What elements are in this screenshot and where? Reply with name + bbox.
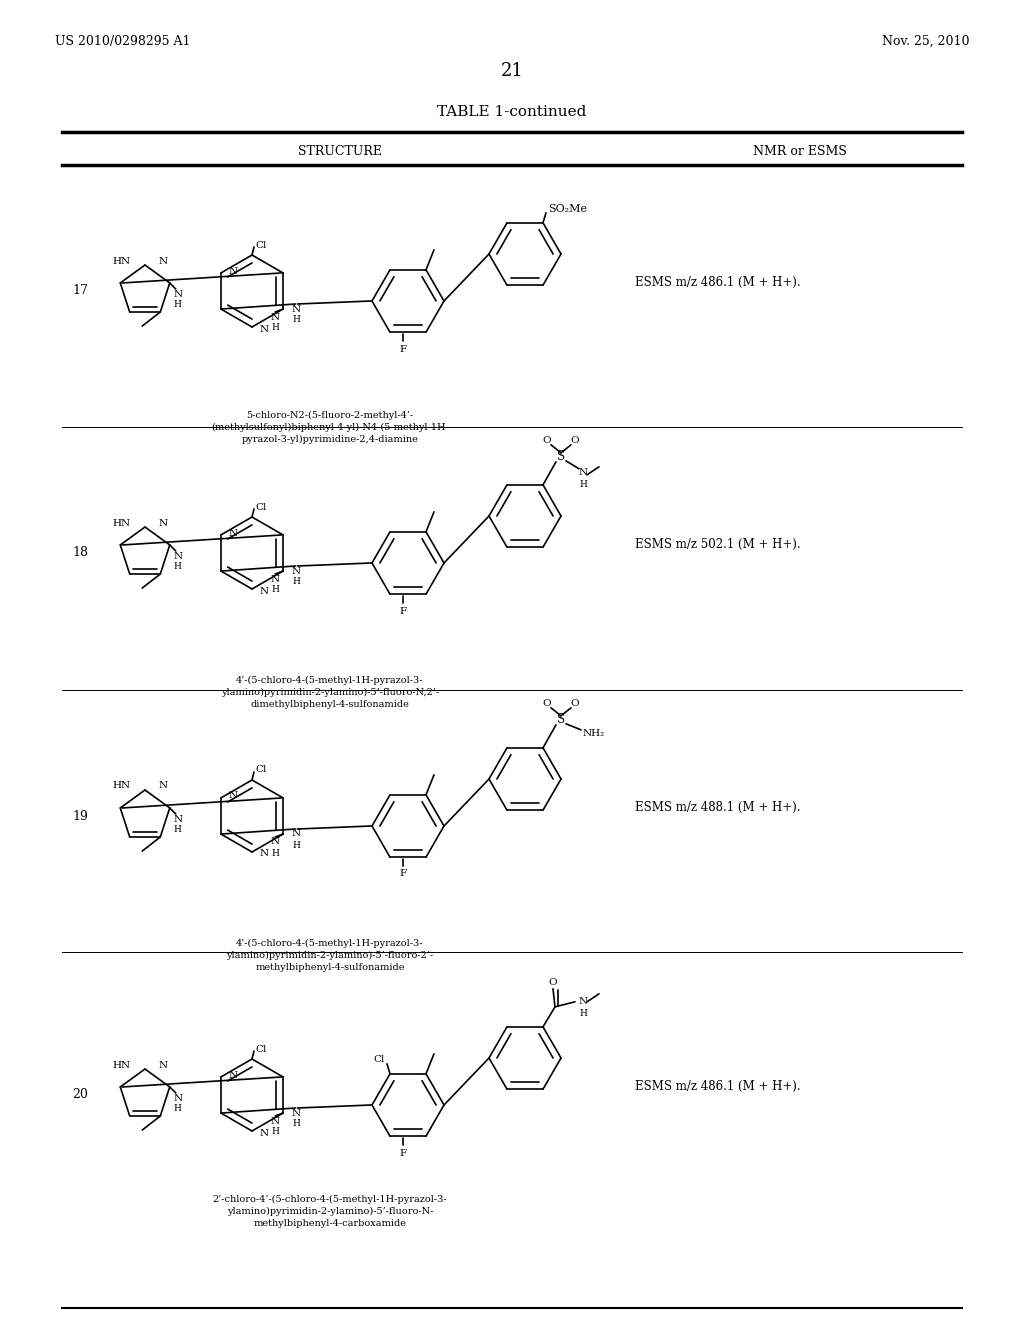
Text: H: H (579, 1010, 587, 1018)
Text: O: O (543, 437, 551, 445)
Text: H: H (174, 1105, 181, 1114)
Text: N: N (292, 1109, 301, 1118)
Text: 21: 21 (501, 62, 523, 81)
Text: N: N (579, 469, 588, 478)
Text: US 2010/0298295 A1: US 2010/0298295 A1 (55, 36, 190, 48)
Text: H: H (271, 586, 280, 594)
Text: N: N (228, 528, 238, 537)
Text: 4’-(5-chloro-4-(5-methyl-1H-pyrazol-3-
ylamino)pyrimidin-2-ylamino)-5’-fluoro-2’: 4’-(5-chloro-4-(5-methyl-1H-pyrazol-3- y… (226, 939, 433, 972)
Text: N: N (228, 792, 238, 800)
Text: F: F (399, 1148, 407, 1158)
Text: HN: HN (113, 519, 131, 528)
Text: H: H (293, 578, 300, 586)
Text: NMR or ESMS: NMR or ESMS (753, 145, 847, 158)
Text: N: N (270, 313, 280, 322)
Text: ESMS m/z 502.1 (M + H+).: ESMS m/z 502.1 (M + H+). (635, 539, 801, 550)
Text: N: N (159, 256, 168, 265)
Text: N: N (260, 1129, 269, 1138)
Text: Cl: Cl (374, 1055, 385, 1064)
Text: HN: HN (113, 256, 131, 265)
Text: F: F (399, 606, 407, 615)
Text: N: N (260, 325, 269, 334)
Text: TABLE 1-continued: TABLE 1-continued (437, 106, 587, 119)
Text: S: S (557, 450, 565, 463)
Text: 17: 17 (72, 285, 88, 297)
Text: F: F (399, 345, 407, 354)
Text: H: H (271, 849, 280, 858)
Text: H: H (293, 315, 300, 325)
Text: H: H (174, 301, 181, 309)
Text: STRUCTURE: STRUCTURE (298, 145, 382, 158)
Text: SO₂Me: SO₂Me (548, 203, 587, 214)
Text: 19: 19 (72, 809, 88, 822)
Text: N: N (270, 1117, 280, 1126)
Text: N: N (228, 1071, 238, 1080)
Text: ESMS m/z 486.1 (M + H+).: ESMS m/z 486.1 (M + H+). (635, 1080, 801, 1093)
Text: Cl: Cl (255, 503, 266, 511)
Text: H: H (293, 1119, 300, 1129)
Text: S: S (557, 713, 565, 726)
Text: 18: 18 (72, 546, 88, 560)
Text: O: O (549, 978, 557, 987)
Text: N: N (173, 553, 182, 561)
Text: Cl: Cl (255, 240, 266, 249)
Text: H: H (174, 562, 181, 572)
Text: O: O (543, 700, 551, 709)
Text: H: H (579, 480, 587, 490)
Text: Nov. 25, 2010: Nov. 25, 2010 (883, 36, 970, 48)
Text: N: N (270, 574, 280, 583)
Text: H: H (174, 825, 181, 834)
Text: N: N (228, 267, 238, 276)
Text: H: H (271, 323, 280, 333)
Text: HN: HN (113, 781, 131, 791)
Text: H: H (293, 841, 300, 850)
Text: N: N (292, 566, 301, 576)
Text: 2’-chloro-4’-(5-chloro-4-(5-methyl-1H-pyrazol-3-
ylamino)pyrimidin-2-ylamino)-5’: 2’-chloro-4’-(5-chloro-4-(5-methyl-1H-py… (213, 1195, 447, 1228)
Text: N: N (173, 816, 182, 825)
Text: NH₂: NH₂ (583, 730, 605, 738)
Text: N: N (579, 998, 588, 1006)
Text: Cl: Cl (255, 1044, 266, 1053)
Text: N: N (173, 1094, 182, 1104)
Text: O: O (570, 700, 580, 709)
Text: N: N (292, 305, 301, 314)
Text: ESMS m/z 488.1 (M + H+).: ESMS m/z 488.1 (M + H+). (635, 801, 801, 814)
Text: 4’-(5-chloro-4-(5-methyl-1H-pyrazol-3-
ylamino)pyrimidin-2-ylamino)-5’-fluoro-N,: 4’-(5-chloro-4-(5-methyl-1H-pyrazol-3- y… (221, 676, 439, 709)
Text: N: N (159, 519, 168, 528)
Text: N: N (159, 1060, 168, 1069)
Text: F: F (399, 870, 407, 879)
Text: N: N (159, 781, 168, 791)
Text: Cl: Cl (255, 766, 266, 775)
Text: N: N (260, 850, 269, 858)
Text: 20: 20 (72, 1089, 88, 1101)
Text: 5-chloro-N2-(5-fluoro-2-methyl-4’-
(methylsulfonyl)biphenyl-4-yl)-N4-(5-methyl-1: 5-chloro-N2-(5-fluoro-2-methyl-4’- (meth… (211, 411, 449, 444)
Text: ESMS m/z 486.1 (M + H+).: ESMS m/z 486.1 (M + H+). (635, 276, 801, 289)
Text: O: O (570, 437, 580, 445)
Text: N: N (173, 290, 182, 300)
Text: N: N (270, 837, 280, 846)
Text: H: H (271, 1127, 280, 1137)
Text: HN: HN (113, 1060, 131, 1069)
Text: N: N (260, 586, 269, 595)
Text: N: N (292, 829, 301, 838)
